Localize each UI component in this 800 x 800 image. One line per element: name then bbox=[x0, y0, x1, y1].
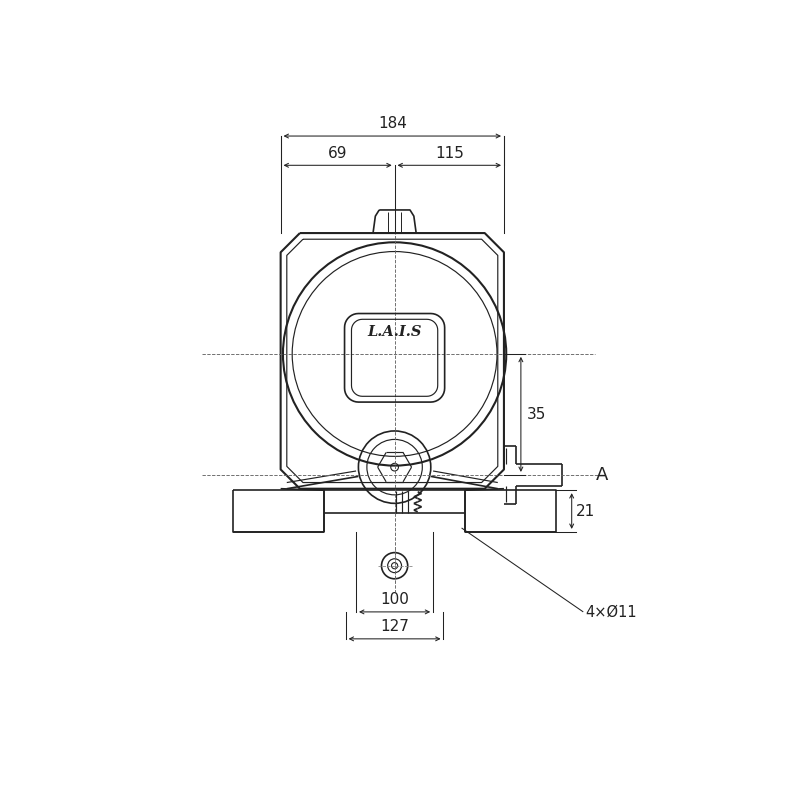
Text: 69: 69 bbox=[328, 146, 347, 161]
Text: 21: 21 bbox=[576, 503, 595, 518]
Text: 100: 100 bbox=[380, 592, 409, 607]
Text: L.A.I.S: L.A.I.S bbox=[367, 325, 422, 338]
Text: 184: 184 bbox=[378, 117, 406, 131]
Text: 4×Ø11: 4×Ø11 bbox=[586, 605, 637, 619]
Text: 115: 115 bbox=[435, 146, 464, 161]
Text: 35: 35 bbox=[527, 407, 546, 422]
Text: A: A bbox=[596, 466, 609, 484]
Text: 127: 127 bbox=[380, 619, 409, 634]
